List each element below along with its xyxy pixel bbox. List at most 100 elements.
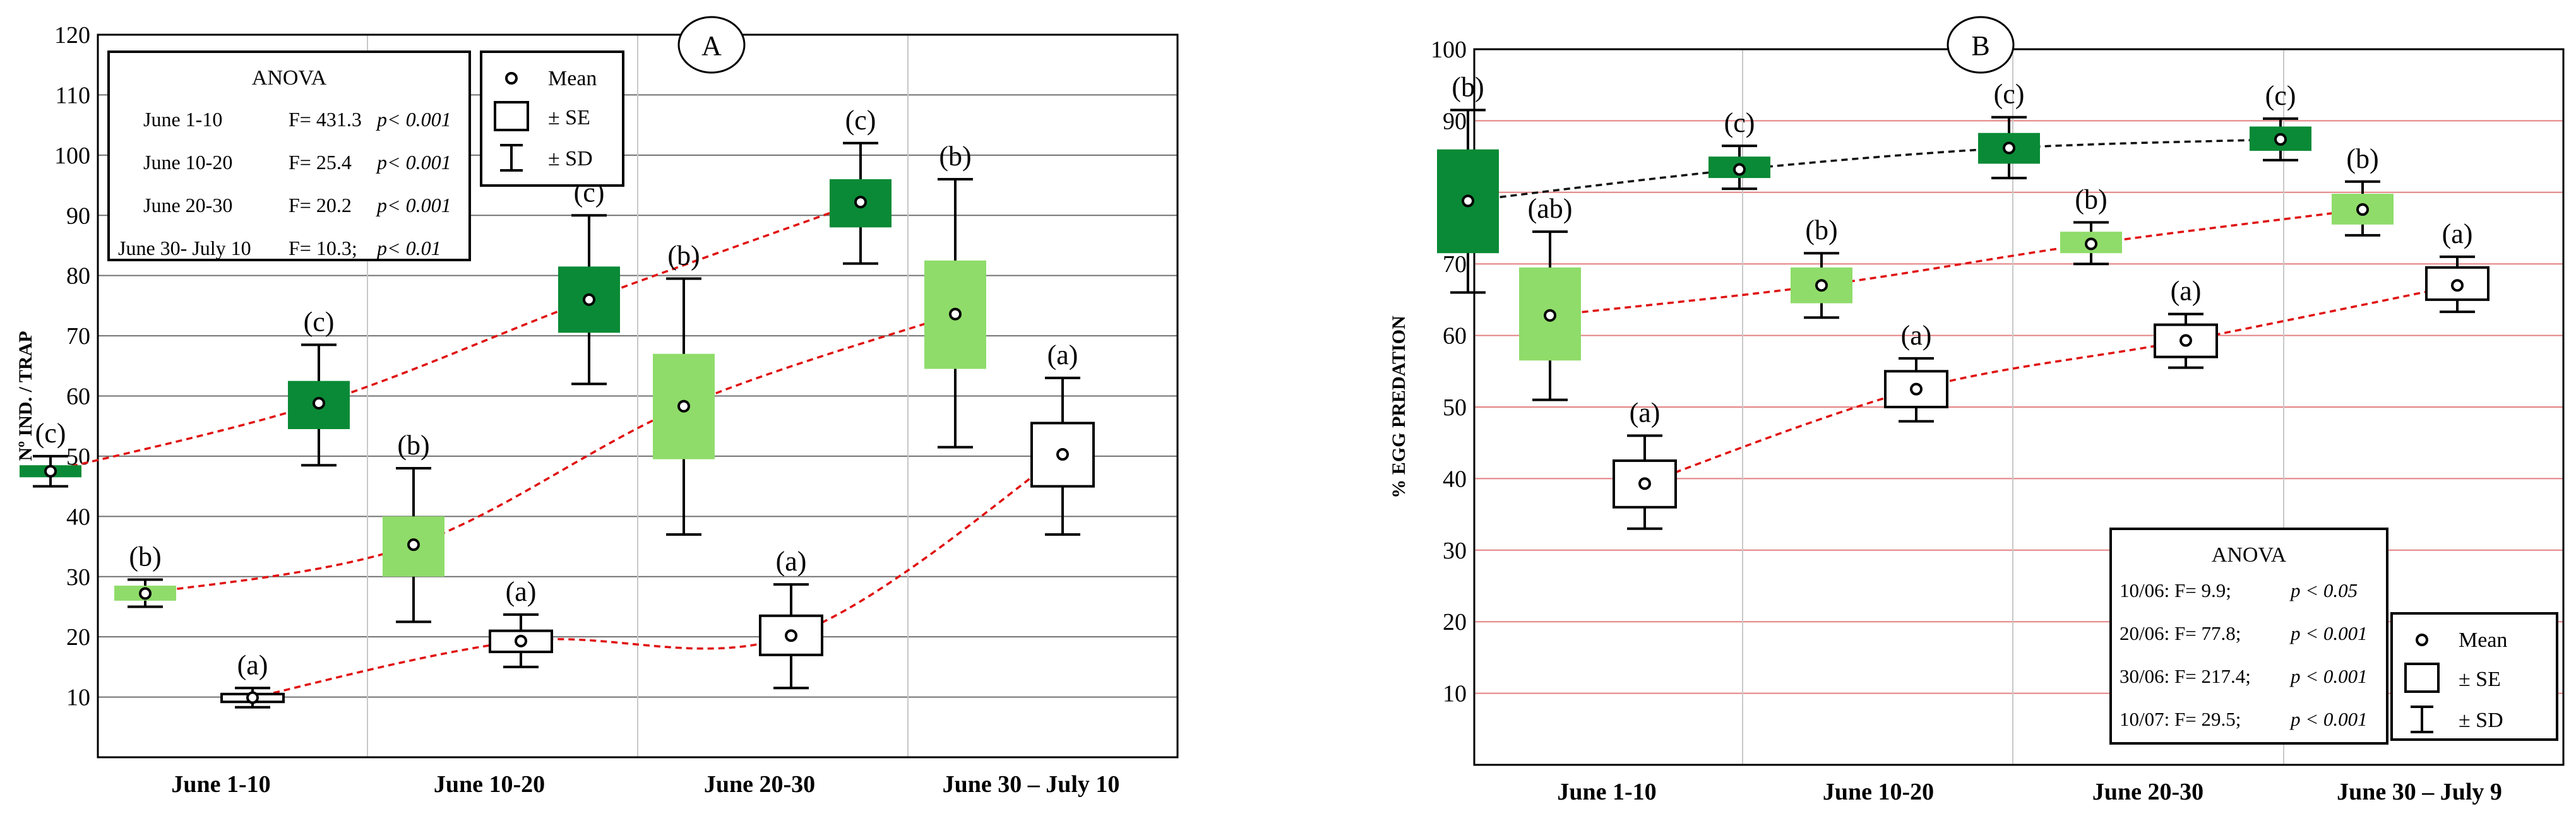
legend-mean-marker [2416,634,2428,646]
anova-title: ANOVA [252,66,327,90]
legend-sd-label: ± SD [548,147,593,170]
x-category-label: June 10-20 [1823,779,1934,805]
trend-line [1549,208,2363,317]
y-tick-label: 110 [55,82,90,109]
x-category-label: June 20-30 [2092,779,2203,805]
mean-marker [2274,133,2287,146]
significance-letter: (a) [2171,276,2202,307]
anova-row-label: 30/06: F= 217.4; [2120,665,2251,687]
legend-se-box [2404,663,2440,693]
mean-marker [2356,203,2369,216]
anova-row-p: p< 0.01 [376,237,441,259]
anova-row-f: F= 431.3 [289,108,362,131]
panel-letter: B [1971,30,1989,61]
mean-marker [1815,279,1828,292]
legend-mean-label: Mean [2459,629,2507,652]
y-tick-label: 30 [1443,538,1467,564]
mean-marker [139,587,152,600]
y-tick-label: 50 [1443,394,1467,421]
legend-se-box [494,101,529,131]
anova-row-label: June 30- July 10 [118,237,251,259]
y-tick-label: 80 [66,263,90,290]
y-tick-label: 60 [66,384,90,410]
box-series-3-cat-3: (a) [2154,276,2218,369]
anova-row-f: F= 25.4 [289,151,352,174]
y-tick-label: 90 [66,203,90,229]
trend-line [145,313,956,595]
legend-se-label: ± SE [548,106,590,129]
y-tick-label: 120 [54,22,90,49]
significance-letter: (b) [667,240,700,271]
box-series-2-cat-2: (b) [383,430,444,623]
y-tick-label: 100 [54,143,90,169]
anova-row-p: p< 0.001 [376,108,451,131]
box-series-1-cat-2: (c) [288,306,350,467]
box-series-3-cat-1: (a) [1613,397,1677,530]
significance-letter: (a) [1630,397,1661,428]
box-series-3-cat-1: (a) [220,649,285,709]
mean-marker [1462,194,1474,208]
significance-letter: (a) [1047,340,1078,370]
mean-marker [854,196,867,209]
anova-row-label: June 10-20 [143,151,232,174]
mean-marker [785,629,797,642]
box-series-3-cat-4: (a) [1030,340,1095,536]
box-series-1-cat-1: (c) [20,418,81,488]
box-series-1-cat-3: (c) [1978,79,2040,180]
legend-mean-marker [505,72,518,85]
significance-letter: (b) [1452,71,1484,102]
mean-marker [246,691,259,704]
significance-letter: (a) [237,649,268,680]
mean-marker [313,396,325,410]
x-category-label: June 30 – July 9 [2337,779,2502,805]
mean-marker [1910,382,1923,396]
panel-badge [1947,16,2015,74]
box-series-3-cat-4: (a) [2425,218,2490,314]
trend-line [1644,284,2458,485]
mean-marker [1733,163,1746,176]
y-tick-label: 90 [1443,108,1467,134]
anova-row-p: p < 0.05 [2289,579,2358,601]
trend-line [1467,138,2281,203]
box-series-2-cat-2: (b) [1791,215,1852,319]
box-series-1-cat-4: (c) [830,105,891,265]
anova-frame [2109,528,2388,745]
y-tick-label: 100 [1431,37,1467,63]
box-series-1-cat-1: (b) [1437,71,1499,294]
box-series-1-cat-4: (c) [2250,80,2311,162]
mean-marker [583,293,595,306]
anova-row-label: 20/06: F= 77.8; [2120,622,2241,644]
panel-letter: A [701,30,722,61]
anova-row-label: June 20-30 [143,194,232,216]
y-tick-label: 30 [66,564,90,591]
significance-letter: (b) [129,541,161,572]
box-series-2-cat-4: (b) [2332,143,2394,237]
y-tick-label: 40 [1443,466,1467,492]
significance-letter: (b) [1805,215,1837,245]
y-axis-label: % EGG PREDATION [1388,316,1409,499]
significance-letter: (c) [1994,79,2025,110]
anova-row-p: p< 0.001 [376,194,451,216]
x-category-label: June 1-10 [171,771,270,798]
significance-letter: (c) [304,306,335,337]
box-series-1-cat-2: (c) [1708,107,1770,191]
significance-letter: (ab) [1528,193,1573,224]
box-series-3-cat-2: (a) [1884,320,1948,423]
trend-line [50,201,861,473]
anova-box: ANOVA June 1-10 F= 431.3 p< 0.001 June 10-20… [107,50,471,261]
mean-marker [2003,141,2015,155]
anova-row-label: 10/07: F= 29.5; [2120,708,2241,730]
x-category-label: June 1-10 [1557,779,1656,805]
x-category-label: June 20-30 [704,771,815,798]
box-series-2-cat-1: (b) [114,541,176,608]
legend-sd-label: ± SD [2459,709,2503,732]
anova-row-p: p < 0.001 [2289,708,2368,730]
y-tick-label: 10 [1443,681,1467,707]
y-tick-label: 10 [66,685,90,711]
mean-marker [1638,477,1651,490]
mean-marker [407,538,420,552]
mean-marker [2179,334,2192,347]
anova-row-f: F= 20.2 [289,194,352,216]
y-tick-label: 20 [1443,609,1467,635]
box-series-2-cat-3: (b) [653,240,715,536]
